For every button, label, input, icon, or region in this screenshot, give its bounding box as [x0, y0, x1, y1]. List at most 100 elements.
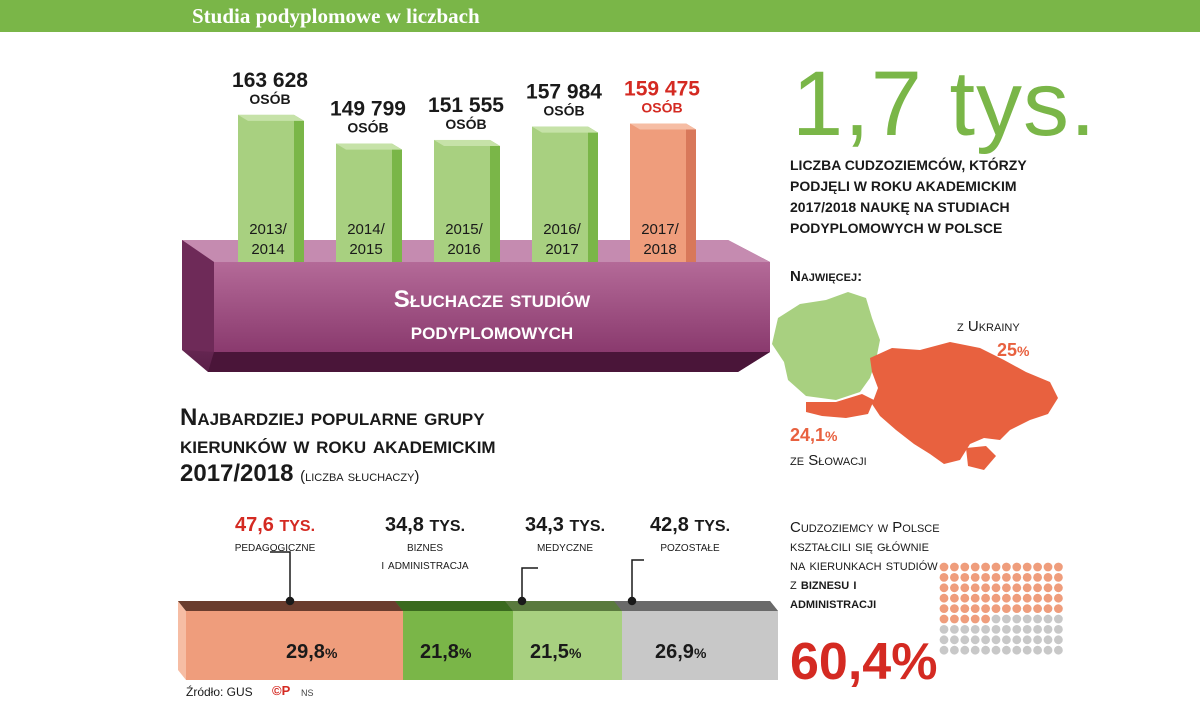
dot: [1033, 573, 1042, 582]
ukraine-map-shape: [870, 342, 1058, 464]
slovakia-label: ze Słowacji: [790, 452, 867, 469]
dot: [1022, 625, 1032, 634]
unit-label-3: OSÓB: [543, 102, 584, 119]
unit-label-2: OSÓB: [445, 115, 486, 132]
dot: [1002, 625, 1011, 634]
year-label-1: 2014/: [347, 221, 385, 238]
share-seg-top-2: [505, 601, 622, 611]
dot: [981, 604, 990, 613]
share-label-3: 26,9%: [655, 641, 707, 663]
value-label-4: 159 475: [624, 77, 700, 100]
bar-top-1: [336, 143, 402, 150]
book-line-1: Słuchacze studiów: [393, 286, 591, 313]
share-label-2: 21,5%: [530, 641, 582, 663]
dot: [1043, 593, 1053, 603]
bar-top-3: [532, 126, 598, 133]
share-seg-2: [513, 611, 622, 680]
dot: [981, 593, 990, 603]
dot: [939, 645, 949, 655]
year-label-1-b: 2015: [349, 241, 382, 258]
dot: [1002, 593, 1011, 603]
year-label-4-b: 2018: [643, 241, 676, 258]
dot: [1033, 625, 1042, 634]
unit-label-0: OSÓB: [249, 90, 290, 107]
dot: [939, 583, 949, 593]
dot: [1054, 573, 1063, 582]
source-label: Źródło: GUS: [186, 685, 253, 699]
dot: [1033, 635, 1042, 645]
dot: [1012, 645, 1022, 655]
share-label-0: 29,8%: [286, 641, 338, 663]
dot: [950, 593, 959, 603]
dot: [1012, 604, 1022, 613]
education-percent: 60,4%: [790, 633, 938, 691]
dot: [939, 604, 949, 613]
dot: [1002, 645, 1011, 655]
share-seg-1: [403, 611, 513, 680]
dot: [991, 635, 1001, 645]
dot: [950, 604, 959, 613]
dot: [1054, 604, 1063, 613]
bar-top-2: [434, 139, 500, 146]
dot: [950, 625, 959, 634]
dot: [960, 604, 970, 613]
dot: [1033, 645, 1042, 655]
share-seg-top-1: [395, 601, 513, 611]
dot: [950, 562, 959, 572]
bar-side-2: [490, 139, 500, 262]
dot: [960, 573, 970, 582]
dot: [1033, 614, 1042, 624]
value-label-0: 163 628: [232, 69, 308, 92]
dot: [991, 625, 1001, 634]
dot: [981, 625, 990, 634]
dot: [1012, 593, 1022, 603]
dot: [1002, 573, 1011, 582]
dot: [939, 573, 949, 582]
year-label-4: 2017/: [641, 221, 679, 238]
dot: [991, 593, 1001, 603]
dot: [1002, 635, 1011, 645]
bar-front-0: [238, 114, 294, 262]
dot: [1043, 573, 1053, 582]
dot: [1043, 625, 1053, 634]
dot: [1043, 562, 1053, 572]
dot: [1054, 625, 1063, 634]
bar-top-4: [630, 123, 696, 130]
ukraine-percent: 25%: [997, 340, 1030, 360]
value-label-3: 157 984: [526, 81, 602, 104]
dot: [1033, 604, 1042, 613]
dot: [1022, 573, 1032, 582]
most-label: Najwięcej:: [790, 268, 863, 285]
year-label-3: 2016/: [543, 221, 581, 238]
year-label-2: 2015/: [445, 221, 483, 238]
dot: [1033, 562, 1042, 572]
dot: [1012, 614, 1022, 624]
dot: [1022, 635, 1032, 645]
bar-side-1: [392, 143, 402, 262]
bar-side-0: [294, 114, 304, 262]
dot: [970, 583, 980, 593]
dot: [960, 593, 970, 603]
popular-title: Najbardziej popularne grupy kierunków w …: [180, 404, 496, 487]
dot: [981, 635, 990, 645]
year-label-0: 2013/: [249, 221, 287, 238]
slovakia-percent: 24,1%: [790, 425, 838, 445]
dot: [1054, 635, 1063, 645]
book-title: Słuchacze studiów podyplomowych: [214, 284, 770, 348]
dot: [939, 625, 949, 634]
dot: [939, 593, 949, 603]
share-seg-3: [622, 611, 778, 680]
dot: [1022, 583, 1032, 593]
bar-front-2: [434, 139, 490, 262]
publisher-logo: ©P: [272, 683, 291, 698]
education-description: Cudzoziemcy w Polsce kształcili się głów…: [790, 519, 940, 612]
ukraine-label: z Ukrainy: [957, 318, 1020, 335]
category-biznes: 34,8 TYS. biznes i administracja: [381, 514, 469, 572]
dot: [939, 614, 949, 624]
foreigners-description: liczba cudzoziemców, którzy podjęli w ro…: [790, 157, 1027, 236]
